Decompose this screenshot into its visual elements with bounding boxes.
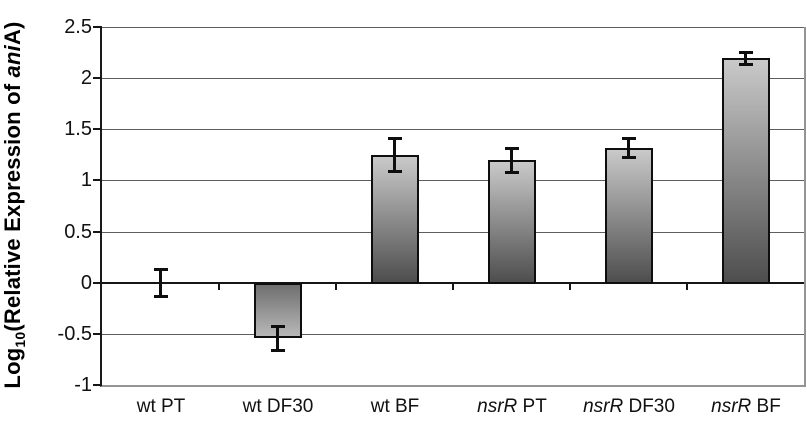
- error-bar-cap: [154, 295, 168, 298]
- x-axis-label-italic: nsrR: [711, 396, 752, 417]
- y-axis-tick: [93, 282, 102, 284]
- y-axis-tick: [93, 128, 102, 130]
- error-bar-cap: [505, 171, 519, 174]
- category-boundary-tick: [686, 282, 688, 290]
- x-axis-label: wt DF30: [242, 396, 314, 417]
- x-axis-label: nsrR DF30: [583, 396, 675, 417]
- x-axis-label: wt BF: [370, 396, 420, 417]
- gridline: [102, 27, 804, 28]
- error-bar-cap: [271, 325, 285, 328]
- y-axis-tick: [93, 231, 102, 233]
- y-axis-tick: [93, 26, 102, 28]
- error-bar-cap: [388, 137, 402, 140]
- x-axis-label: nsrR PT: [477, 396, 547, 417]
- x-axis-label: wt PT: [136, 396, 186, 417]
- error-bar-line: [627, 138, 630, 156]
- error-bar-line: [510, 148, 513, 173]
- plot-area: [93, 26, 806, 387]
- error-bar-line: [276, 326, 279, 351]
- y-axis-tick: [93, 333, 102, 335]
- category-boundary-tick: [335, 282, 337, 290]
- y-axis-tick-label: 2.5: [64, 16, 92, 38]
- y-axis-tick-label: 0: [80, 272, 92, 294]
- x-axis-label-italic: nsrR: [583, 396, 624, 417]
- x-axis-label: nsrR BF: [711, 396, 781, 417]
- error-bar-line: [159, 269, 162, 296]
- gridline: [102, 334, 804, 335]
- y-axis-tick-label: 2: [80, 67, 92, 89]
- gridline: [102, 129, 804, 130]
- error-bar-cap: [622, 156, 636, 159]
- category-boundary-tick: [569, 282, 571, 290]
- category-boundary-tick: [452, 282, 454, 290]
- error-bar-line: [744, 52, 747, 64]
- y-axis-tick-label: -1: [74, 374, 92, 396]
- gridline: [102, 78, 804, 79]
- error-bar-cap: [388, 170, 402, 173]
- y-axis-tick-label: -0.5: [57, 323, 92, 345]
- y-axis-tick: [93, 179, 102, 181]
- bar: [605, 148, 653, 284]
- y-axis-tick-label: 1: [80, 169, 92, 191]
- error-bar-cap: [271, 349, 285, 352]
- y-axis-tick: [93, 77, 102, 79]
- gridline: [102, 180, 804, 181]
- error-bar-cap: [154, 268, 168, 271]
- bar: [722, 58, 770, 284]
- y-axis-tick: [93, 384, 102, 386]
- gridline: [102, 232, 804, 233]
- bar: [488, 160, 536, 284]
- y-axis-tick-label: 1.5: [64, 118, 92, 140]
- bar: [371, 155, 419, 284]
- x-axis-labels: wt PT wt DF30 wt BF nsrR PT nsrR DF30 nsrR BF: [0, 396, 807, 422]
- error-bar-cap: [739, 51, 753, 54]
- error-bar-cap: [739, 63, 753, 66]
- error-bar-cap: [622, 137, 636, 140]
- error-bar-cap: [505, 147, 519, 150]
- x-axis-label-italic: nsrR: [477, 396, 518, 417]
- y-axis-tick-label: 0.5: [64, 221, 92, 243]
- category-boundary-tick: [218, 282, 220, 290]
- error-bar-line: [393, 138, 396, 171]
